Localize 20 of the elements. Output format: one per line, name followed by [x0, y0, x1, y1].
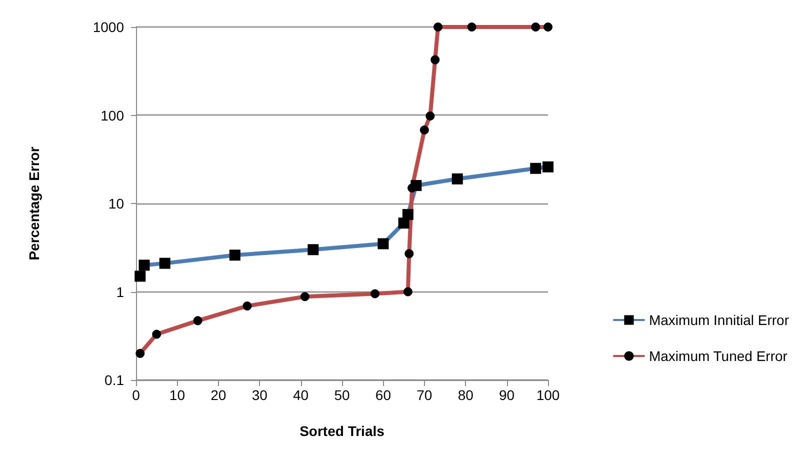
x-tick-label: 30 — [252, 387, 268, 403]
y-tick-label: 100 — [100, 107, 124, 124]
y-axis-title: Percentage Error — [26, 146, 42, 260]
legend-label: Maximum Tuned Error — [648, 348, 788, 364]
x-tick-label: 90 — [499, 387, 515, 403]
x-tick-label: 0 — [132, 387, 140, 403]
x-tick-label: 20 — [210, 387, 226, 403]
x-tick-label: 80 — [458, 387, 474, 403]
y-tick-label: 10 — [108, 196, 124, 212]
x-tick-label: 60 — [375, 387, 392, 403]
x-tick-label: 50 — [334, 387, 350, 403]
x-axis-title: Sorted Trials — [300, 423, 385, 439]
x-tick-label: 100 — [536, 387, 560, 403]
x-tick-label: 40 — [293, 387, 309, 403]
y-tick-label: 0.1 — [104, 372, 124, 388]
legend-label: Maximum Innitial Error — [648, 312, 790, 328]
y-tick-label: 1000 — [92, 19, 124, 35]
y-tick-label: 1 — [116, 284, 124, 300]
x-tick-label: 70 — [416, 387, 432, 403]
x-tick-label: 10 — [169, 387, 186, 403]
